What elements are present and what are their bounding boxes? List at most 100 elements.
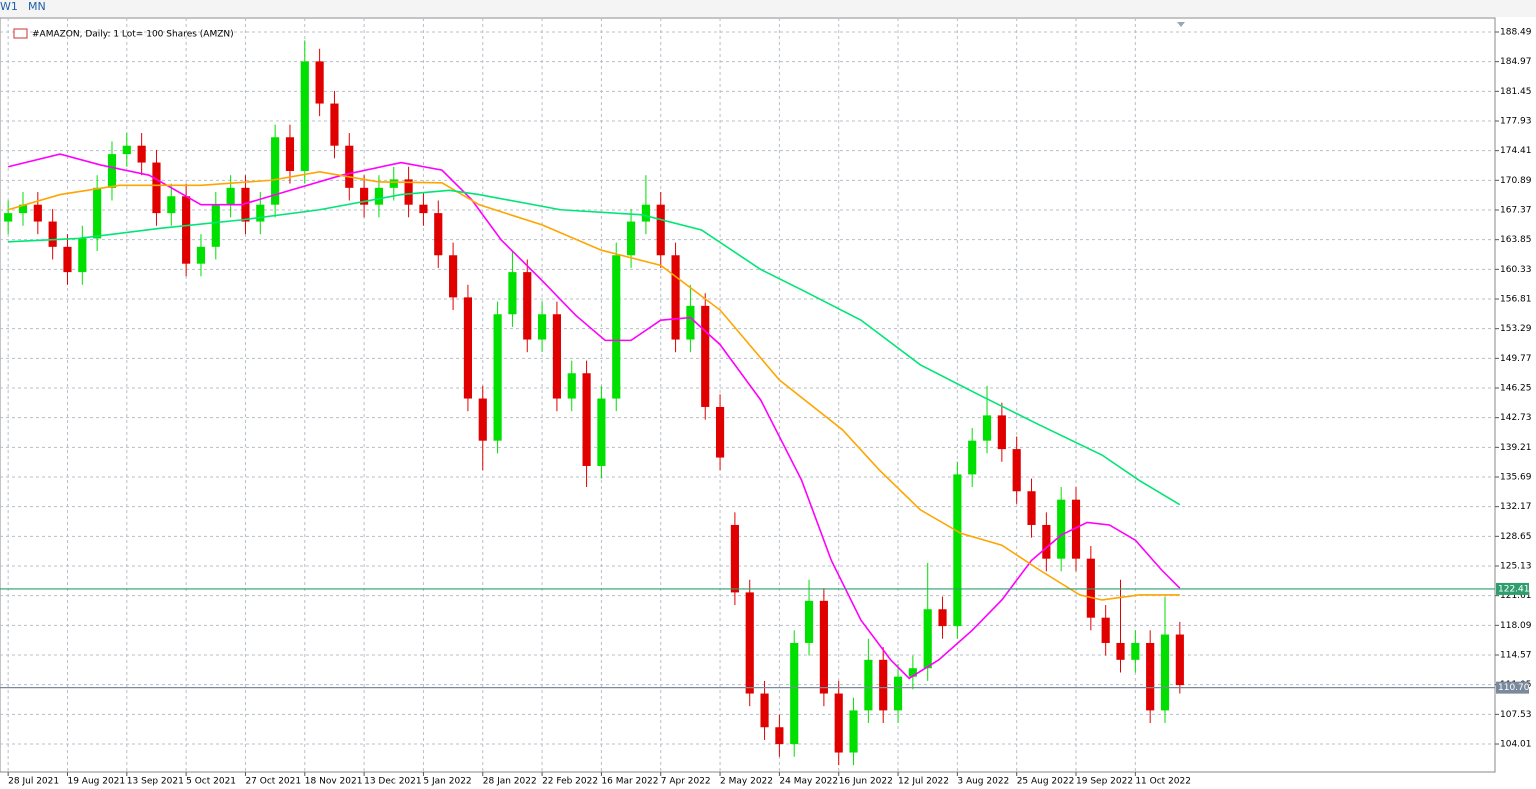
x-tick-label: 16 Jun 2022 — [839, 777, 893, 787]
candle-body — [137, 145, 146, 163]
candle-body — [819, 600, 828, 694]
moving-average-line — [7, 171, 1180, 601]
candle-body — [241, 187, 250, 222]
x-tick-label: 3 Aug 2022 — [957, 777, 1009, 787]
y-tick-label: 132.17 — [1500, 502, 1532, 512]
x-tick-label: 27 Oct 2021 — [245, 777, 301, 787]
candle-body — [478, 398, 487, 441]
candle-body — [1057, 499, 1066, 559]
candle-body — [48, 221, 57, 247]
candle-body — [626, 221, 636, 256]
x-tick-label: 22 Feb 2022 — [542, 777, 598, 787]
timeframe-button[interactable]: W1 — [0, 0, 18, 13]
candle-body — [196, 246, 206, 264]
candle-body — [493, 314, 502, 441]
candle-body — [864, 659, 873, 711]
candle-body — [893, 676, 903, 711]
candle-body — [1042, 524, 1051, 559]
candle-body — [879, 659, 888, 711]
y-tick-label: 160.33 — [1500, 265, 1532, 275]
x-tick-label: 19 Aug 2021 — [67, 777, 125, 787]
candle-body — [953, 474, 962, 627]
timeframe-button[interactable]: MN — [28, 0, 46, 13]
candle-body — [152, 162, 161, 214]
candle-body — [523, 272, 532, 340]
candle-body — [508, 272, 517, 315]
x-tick-label: 5 Oct 2021 — [186, 777, 236, 787]
candle-body — [997, 415, 1006, 450]
level-tag — [1496, 582, 1529, 595]
y-tick-label: 114.57 — [1500, 651, 1532, 661]
candle-body — [1160, 634, 1170, 711]
y-tick-label: 184.97 — [1500, 57, 1532, 67]
candle-body — [404, 179, 413, 205]
candle-body — [849, 710, 858, 753]
candle-body — [389, 179, 398, 188]
candle-body — [463, 297, 473, 399]
candle-body — [790, 642, 799, 745]
candle-body — [686, 305, 695, 340]
candle-body — [374, 187, 384, 205]
y-tick-label: 181.45 — [1500, 87, 1532, 97]
y-tick-label: 107.53 — [1500, 710, 1532, 720]
y-tick-label: 146.25 — [1500, 384, 1532, 394]
plot — [0, 18, 1499, 776]
candle-body — [671, 255, 680, 340]
candle-body — [908, 668, 917, 677]
candle-body — [345, 145, 354, 188]
y-tick-label: 142.73 — [1500, 413, 1532, 423]
x-tick-label: 18 Nov 2021 — [305, 777, 363, 787]
x-tick-label: 24 May 2022 — [779, 777, 838, 787]
y-tick-label: 177.93 — [1500, 116, 1532, 126]
y-tick-label: 149.77 — [1500, 354, 1532, 364]
candle-body — [1101, 617, 1110, 643]
shift-marker — [1177, 22, 1185, 27]
candle-body — [1027, 491, 1036, 525]
candle-body — [730, 524, 739, 593]
candle-body — [271, 137, 280, 205]
x-tick-label: 16 Mar 2022 — [601, 777, 658, 787]
candle-body — [107, 154, 117, 188]
candle-body — [167, 196, 176, 214]
candle-body — [419, 204, 428, 214]
x-tick-label: 19 Sep 2022 — [1076, 777, 1133, 787]
candle-body — [300, 61, 309, 171]
candle-body — [360, 187, 369, 205]
candle-body — [612, 255, 621, 399]
moving-average-line — [8, 189, 1181, 506]
candle-body — [641, 204, 650, 222]
candle-body — [775, 727, 784, 745]
x-tick-label: 13 Sep 2021 — [127, 777, 184, 787]
x-tick-label: 13 Dec 2021 — [364, 777, 422, 787]
level-label: 122.41 — [1498, 584, 1530, 594]
candle-body — [538, 314, 547, 340]
x-tick-label: 2 May 2022 — [720, 777, 773, 787]
candle-body — [78, 238, 87, 273]
candle-body — [449, 255, 458, 298]
candle-body — [567, 373, 576, 399]
candle-body — [656, 204, 665, 256]
candle-body — [182, 196, 191, 264]
y-tick-label: 163.85 — [1500, 235, 1532, 245]
candle-body — [330, 103, 339, 146]
candle-body — [1116, 642, 1125, 660]
candle-body — [1012, 449, 1021, 492]
y-tick-label: 128.65 — [1500, 532, 1532, 542]
y-tick-label: 174.41 — [1500, 146, 1532, 156]
symbol-icon — [13, 28, 28, 39]
toolbar — [0, 0, 1536, 17]
y-tick-label: 156.81 — [1500, 295, 1532, 305]
candle-body — [18, 204, 28, 214]
y-tick-label: 121.61 — [1500, 591, 1532, 601]
candle-body — [938, 609, 947, 627]
candle-body — [1175, 634, 1184, 686]
candle-body — [582, 373, 591, 466]
y-tick-label: 167.37 — [1500, 205, 1532, 215]
y-tick-label: 135.69 — [1500, 473, 1532, 483]
candle-body — [745, 592, 754, 694]
candle-body — [1131, 642, 1140, 660]
level-tag — [1496, 681, 1529, 694]
candle-body — [1071, 499, 1081, 559]
y-tick-label: 125.13 — [1500, 562, 1532, 572]
